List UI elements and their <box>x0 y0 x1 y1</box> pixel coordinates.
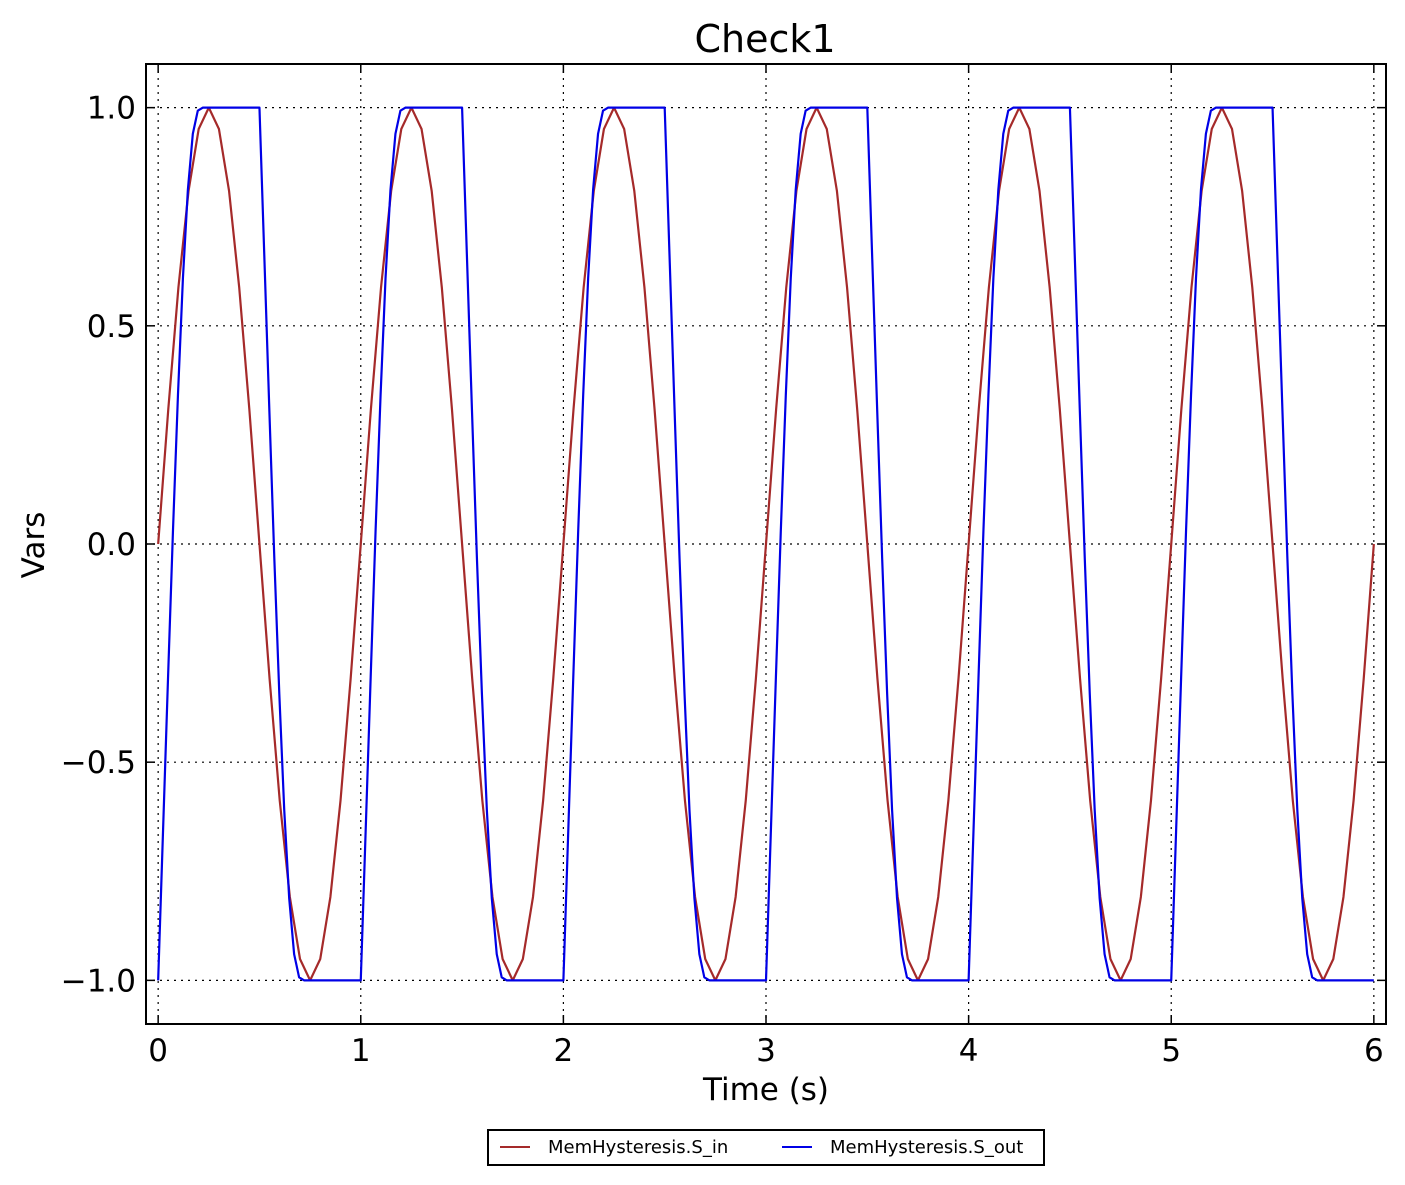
x-tick-label: 4 <box>959 1033 979 1069</box>
y-tick-label: 1.0 <box>87 91 136 127</box>
y-tick-label: 0.5 <box>87 309 136 345</box>
legend-label-s-out: MemHysteresis.S_out <box>830 1137 1023 1158</box>
x-tick-label: 6 <box>1364 1033 1384 1069</box>
x-tick-label: 3 <box>756 1033 776 1069</box>
series-line-s-out <box>157 106 1374 982</box>
x-tick-label: 0 <box>148 1033 168 1069</box>
grid-lines <box>146 64 1386 1024</box>
tick-labels: 0 1 2 3 4 5 6 1.0 0.5 0.0 −0.5 −1.0 <box>61 91 1384 1069</box>
legend-label-s-in: MemHysteresis.S_in <box>548 1137 728 1158</box>
axis-ticks <box>146 64 1386 1024</box>
legend-box <box>487 1129 1045 1166</box>
series-layer <box>157 106 1375 982</box>
y-axis-label: Vars <box>16 512 52 579</box>
x-tick-label: 5 <box>1161 1033 1181 1069</box>
x-tick-label: 2 <box>554 1033 574 1069</box>
x-tick-label: 1 <box>351 1033 371 1069</box>
x-axis-label: Time (s) <box>702 1072 829 1108</box>
series-line-s-in <box>157 106 1375 982</box>
legend: MemHysteresis.S_in MemHysteresis.S_out <box>487 1129 1045 1166</box>
chart-title: Check1 <box>694 17 835 61</box>
y-tick-label: −1.0 <box>61 963 136 999</box>
y-tick-label: −0.5 <box>61 745 136 781</box>
y-tick-label: 0.0 <box>87 527 136 563</box>
